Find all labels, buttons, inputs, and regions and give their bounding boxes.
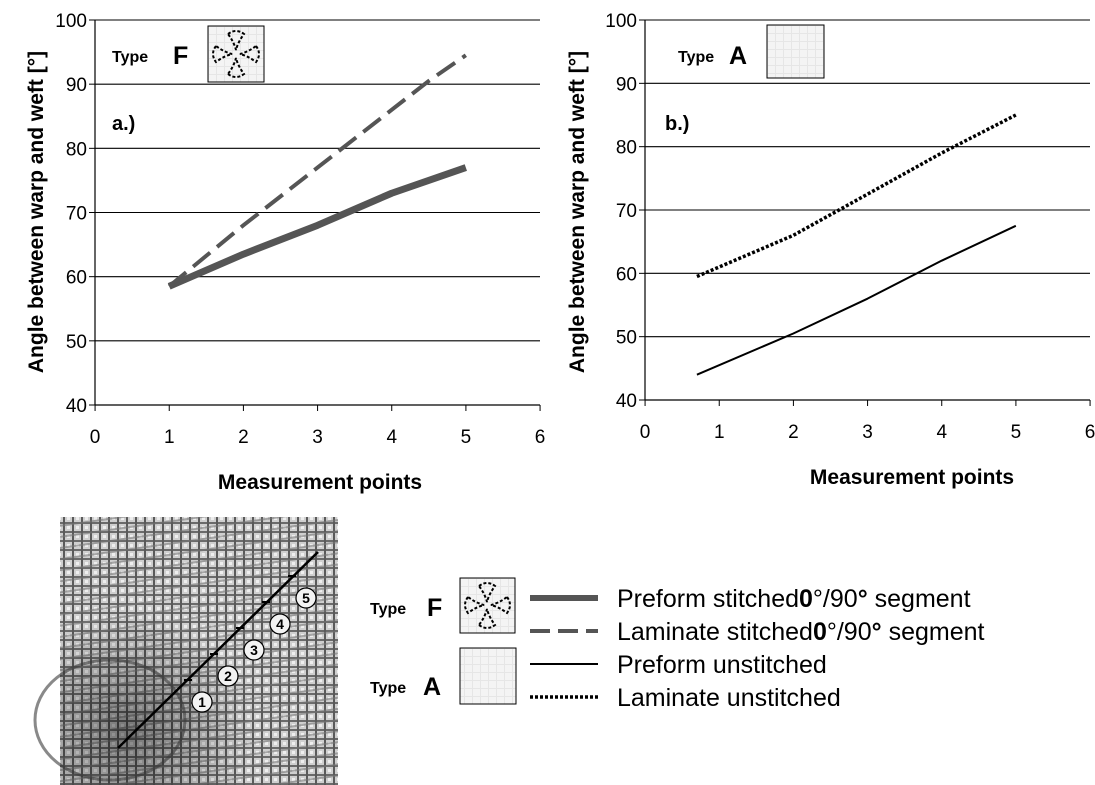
marker-circle <box>191 691 213 713</box>
y-tick-label: 100 <box>55 11 87 32</box>
series-line-2 <box>167 53 467 288</box>
legend-type-a-icon <box>459 647 517 705</box>
legend-label-laminate-stitched: Laminate stitched0°/90° segment <box>617 618 985 646</box>
y-tick-label: 100 <box>605 11 637 32</box>
x-tick-label: 6 <box>535 427 546 448</box>
x-tick-label: 5 <box>1011 422 1022 443</box>
x-tick-label: 0 <box>640 422 651 443</box>
legend-label-preform-unstitched: Preform unstitched <box>617 651 827 679</box>
legend-type-a-letter: A <box>423 673 441 701</box>
x-tick-label: 4 <box>936 422 947 443</box>
type-prefix-label: Type <box>112 49 148 66</box>
grid-lines <box>645 19 1090 338</box>
legend-type-a-prefix: Type <box>370 680 406 697</box>
type-f-icon <box>207 25 265 83</box>
legend: Type F Type A Preform stitched0°/90° seg… <box>370 577 985 712</box>
measurement-line <box>117 551 319 749</box>
chart-panel-b: 40 50 60 70 80 90 100 0 1 2 3 4 5 6 Type A b.) Angle… <box>566 11 1095 489</box>
y-axis-label: Angle between warp and weft [°] <box>566 51 589 373</box>
y-tick-label: 90 <box>66 75 87 96</box>
y-tick-label: 70 <box>616 201 637 222</box>
marker-number: 5 <box>302 590 310 606</box>
marker-circle <box>243 639 265 661</box>
x-tick-label: 3 <box>862 422 873 443</box>
x-tick-label: 3 <box>312 427 323 448</box>
y-tick-label: 70 <box>66 204 87 225</box>
legend-type-f-icon <box>459 577 516 634</box>
x-axis-label: Measurement points <box>218 471 422 494</box>
marker-circle <box>269 613 291 635</box>
panel-label: a.) <box>112 113 135 135</box>
x-tick-label: 0 <box>90 427 101 448</box>
y-tick-label: 60 <box>66 268 87 289</box>
x-tick-label: 1 <box>164 427 175 448</box>
type-a-icon <box>766 24 825 79</box>
y-tick-label: 50 <box>66 332 87 353</box>
type-letter-label: F <box>173 42 188 70</box>
y-axis-label: Angle between warp and weft [°] <box>25 51 48 373</box>
y-tick-labels: 40 50 60 70 80 90 100 <box>605 11 645 412</box>
y-tick-label: 40 <box>66 396 87 417</box>
marker-number: 1 <box>198 694 206 710</box>
legend-label-preform-stitched: Preform stitched0°/90° segment <box>617 585 971 613</box>
marker-number: 4 <box>276 616 284 632</box>
marker-number: 2 <box>224 668 232 684</box>
y-tick-label: 60 <box>616 264 637 285</box>
x-tick-labels: 0 1 2 3 4 5 6 <box>640 400 1095 443</box>
marker-circle <box>295 587 317 609</box>
series-group <box>696 113 1017 376</box>
legend-type-f-prefix: Type <box>370 601 406 618</box>
x-tick-label: 2 <box>238 427 249 448</box>
x-tick-label: 6 <box>1085 422 1095 443</box>
y-tick-label: 90 <box>616 74 637 95</box>
x-axis-label: Measurement points <box>810 466 1014 489</box>
y-tick-label: 80 <box>66 139 87 160</box>
x-tick-label: 1 <box>714 422 725 443</box>
fabric-bulge <box>33 658 187 782</box>
y-tick-label: 40 <box>616 391 637 412</box>
y-tick-labels: 40 50 60 70 80 90 100 <box>55 11 95 417</box>
series-line-2 <box>696 113 1017 279</box>
type-letter-label: A <box>729 42 747 70</box>
series-line-1 <box>167 164 467 290</box>
y-tick-label: 80 <box>616 138 637 159</box>
series-group <box>167 53 467 290</box>
marker-number: 3 <box>250 642 258 658</box>
grid-lines <box>95 19 540 342</box>
legend-type-f-letter: F <box>427 594 442 622</box>
legend-label-laminate-unstitched: Laminate unstitched <box>617 684 841 712</box>
x-tick-label: 2 <box>788 422 799 443</box>
marker-circle <box>217 665 239 687</box>
fabric-shading <box>60 517 338 785</box>
panel-label: b.) <box>665 113 689 135</box>
measurement-markers: 1 2 3 4 5 <box>184 575 317 713</box>
x-tick-label: 5 <box>461 427 472 448</box>
type-prefix-label: Type <box>678 49 714 66</box>
x-tick-labels: 0 1 2 3 4 5 6 <box>90 405 546 448</box>
series-line-1 <box>696 224 1017 376</box>
chart-panel-a: 40 50 60 70 80 90 100 0 1 2 3 4 5 6 Type F a.) Angle… <box>25 11 545 494</box>
fabric-photo: 1 2 3 4 5 <box>33 517 338 785</box>
y-tick-label: 50 <box>616 328 637 349</box>
x-tick-label: 4 <box>386 427 397 448</box>
